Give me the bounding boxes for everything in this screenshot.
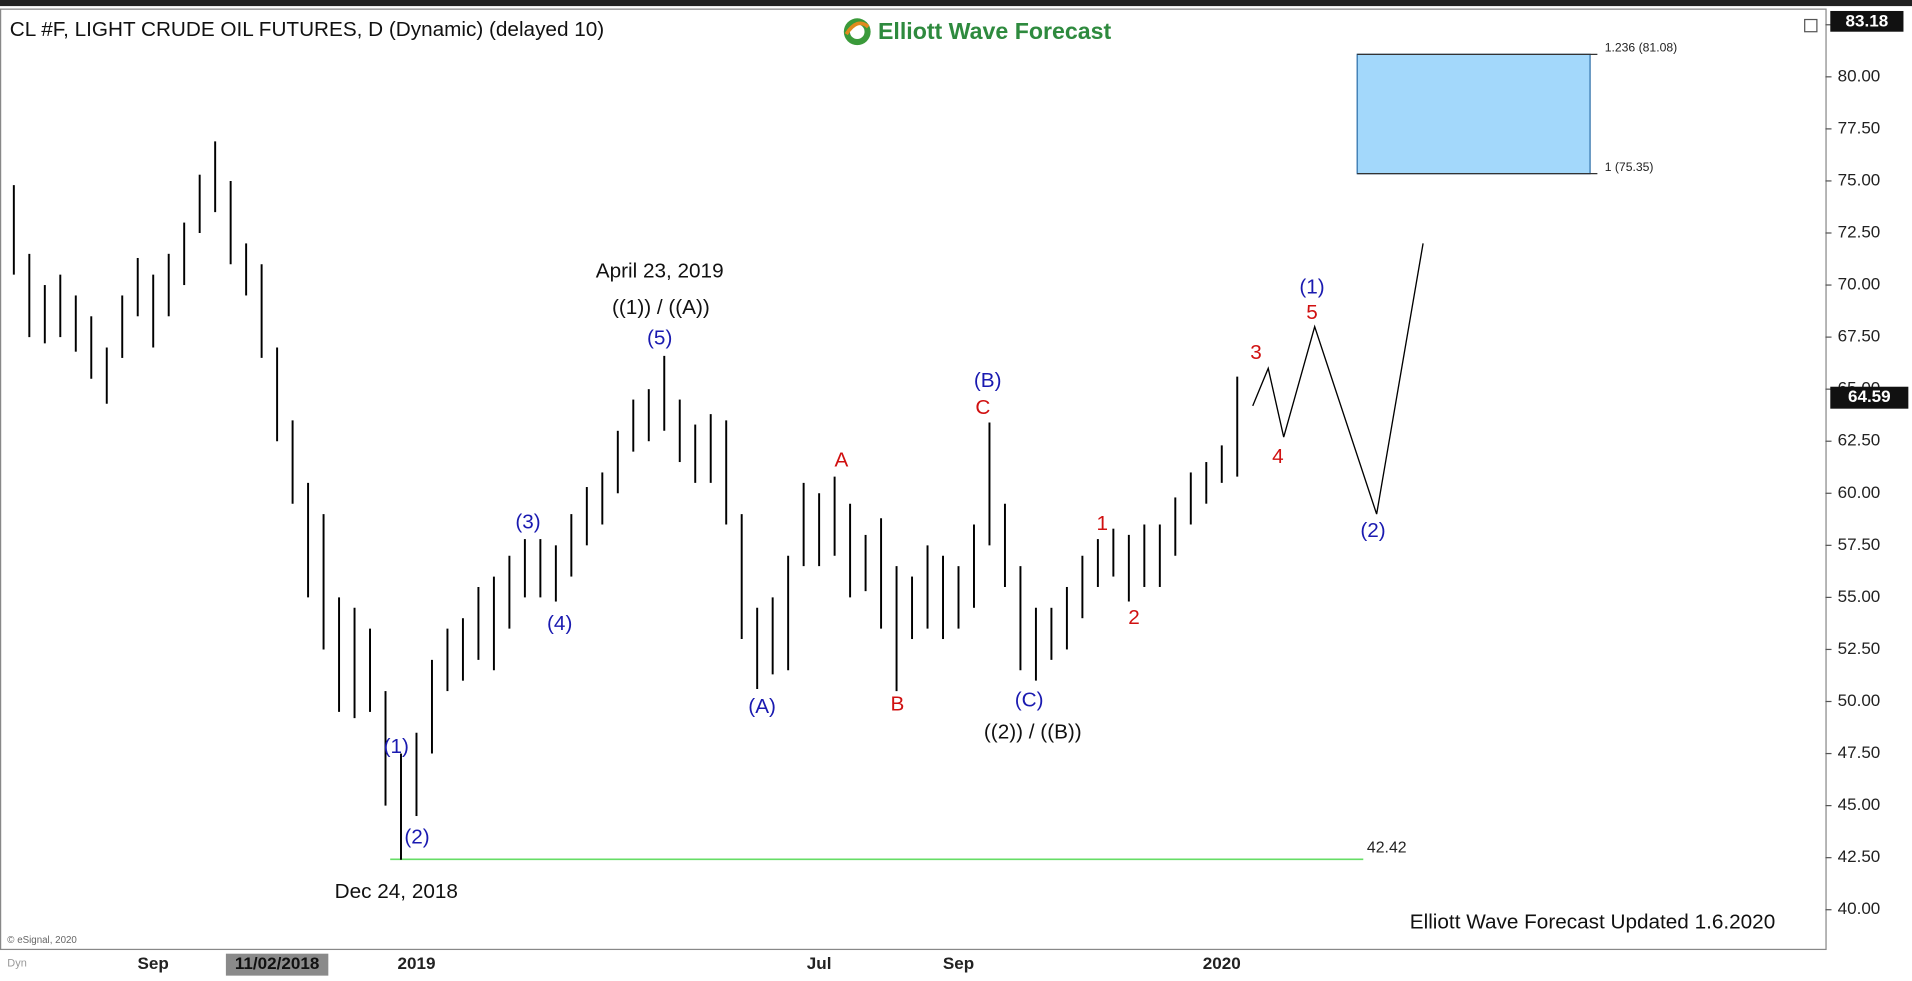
wave-label: 1 — [1097, 512, 1109, 535]
x-tick-label: Sep — [138, 954, 169, 973]
wave-label: Dec 24, 2018 — [335, 880, 458, 903]
y-tick-label: 67.50 — [1838, 327, 1881, 346]
y-tick-label: 70.00 — [1838, 275, 1881, 294]
wave-label: (5) — [647, 327, 672, 350]
wave-label: (C) — [1015, 689, 1044, 712]
y-tick-label: 75.00 — [1838, 170, 1881, 189]
wave-label: ((1)) / ((A)) — [612, 296, 710, 319]
y-tick-label: 42.50 — [1838, 847, 1881, 866]
y-tick-label: 55.00 — [1838, 587, 1881, 606]
wave-label: April 23, 2019 — [596, 259, 724, 282]
plot-frame — [0, 8, 1827, 951]
y-tick-label: 45.00 — [1838, 795, 1881, 814]
target-high-label: 1.236 (81.08) — [1605, 40, 1678, 54]
crosshair-date-box — [225, 953, 329, 976]
wave-label: ((2)) / ((B)) — [984, 720, 1082, 743]
brand-logo — [843, 18, 871, 46]
mode-label: Dyn — [7, 957, 27, 969]
x-tick-label: Sep — [943, 954, 974, 973]
wave-projection — [1252, 243, 1424, 515]
target-zone — [1356, 53, 1591, 175]
wave-label: C — [975, 396, 990, 419]
last-price-label: 64.59 — [1848, 387, 1891, 406]
x-tick-label: 11/02/2018 — [235, 954, 319, 973]
wave-label: 2 — [1128, 606, 1140, 629]
y-tick-label: 60.00 — [1838, 483, 1881, 502]
chart-title: CL #F, LIGHT CRUDE OIL FUTURES, D (Dynam… — [10, 18, 604, 41]
x-tick-label: Jul — [807, 954, 832, 973]
y-tick-label: 47.50 — [1838, 743, 1881, 762]
logo-swoosh — [844, 21, 870, 36]
y-tick-label: 40.00 — [1838, 899, 1881, 918]
y-tick-label: 62.50 — [1838, 431, 1881, 450]
wave-label: (3) — [515, 511, 540, 534]
y-tick-label: 72.50 — [1838, 223, 1881, 242]
y-tick-label: 50.00 — [1838, 691, 1881, 710]
window-icon[interactable] — [1804, 18, 1818, 33]
wave-label: 3 — [1250, 341, 1262, 364]
wave-label: A — [834, 448, 848, 471]
last-price-box — [1830, 386, 1909, 409]
copyright: © eSignal, 2020 — [7, 935, 77, 946]
wave-label: (2) — [404, 825, 429, 848]
wave-label: (4) — [547, 612, 572, 635]
support-label: 42.42 — [1367, 840, 1407, 857]
wave-label: (2) — [1360, 519, 1385, 542]
wave-label: (1) — [384, 735, 409, 758]
footer-note: Elliott Wave Forecast Updated 1.6.2020 — [1410, 911, 1775, 934]
target-low-label: 1 (75.35) — [1605, 160, 1654, 174]
axis-max-box — [1830, 10, 1904, 32]
x-tick-label: 2020 — [1203, 954, 1241, 973]
y-tick-label: 57.50 — [1838, 535, 1881, 554]
y-tick-label: 52.50 — [1838, 639, 1881, 658]
axis-max-label: 83.18 — [1846, 11, 1889, 30]
wave-label: 4 — [1272, 445, 1284, 468]
brand-name: Elliott Wave Forecast — [878, 18, 1112, 44]
y-tick-label: 80.00 — [1838, 66, 1881, 85]
top-band — [0, 0, 1912, 7]
wave-label: (B) — [974, 369, 1002, 392]
wave-label: 5 — [1306, 301, 1318, 324]
wave-label: (1) — [1299, 275, 1324, 298]
y-tick-label: 77.50 — [1838, 118, 1881, 137]
wave-label: B — [891, 692, 905, 715]
wave-label: (A) — [748, 695, 776, 718]
x-tick-label: 2019 — [397, 954, 435, 973]
